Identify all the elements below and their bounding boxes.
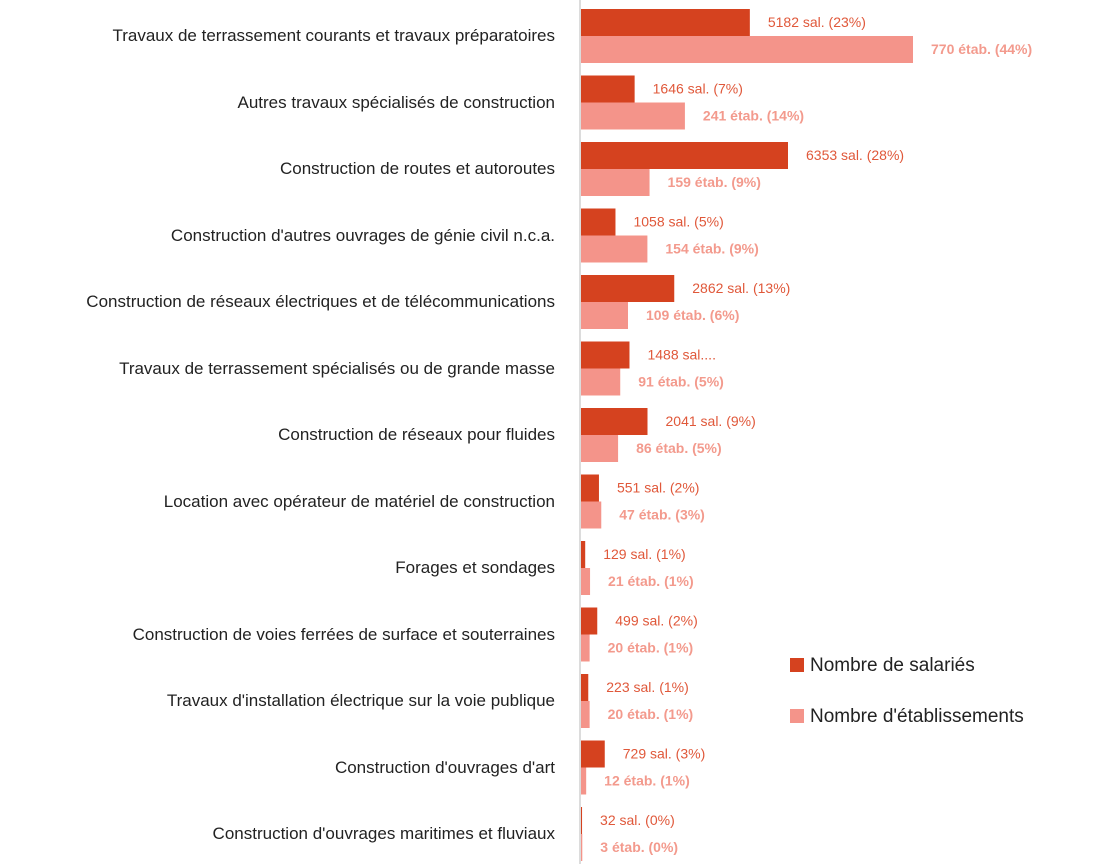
value-label: 499 sal. (2%): [615, 613, 697, 629]
category-label: Travaux de terrassement courants et trav…: [112, 26, 555, 45]
value-label: 91 étab. (5%): [638, 374, 724, 390]
bar: [581, 142, 788, 169]
value-label: 32 sal. (0%): [600, 812, 675, 828]
bar: [581, 541, 586, 568]
bar: [581, 208, 616, 236]
value-label: 12 étab. (1%): [604, 773, 690, 789]
value-label: 1058 sal. (5%): [633, 214, 723, 230]
bar: [581, 275, 675, 302]
category-label: Location avec opérateur de matériel de c…: [163, 491, 555, 511]
legend-swatch: [790, 658, 804, 672]
category-label: Construction d'ouvrages d'art: [334, 757, 555, 777]
value-label: 109 étab. (6%): [646, 307, 739, 323]
value-label: 20 étab. (1%): [608, 640, 694, 656]
value-label: 770 étab. (44%): [931, 41, 1032, 57]
value-label: 6353 sal. (28%): [806, 147, 904, 163]
category-label: Autres travaux spécialisés de constructi…: [237, 92, 556, 112]
value-label: 223 sal. (1%): [606, 679, 688, 695]
bar: [581, 169, 650, 196]
bar: [581, 368, 621, 396]
bar: [581, 36, 913, 63]
legend-swatch: [790, 709, 804, 723]
value-label: 241 étab. (14%): [703, 108, 804, 124]
value-label: 1488 sal....: [647, 347, 716, 363]
bar: [581, 341, 630, 369]
bar: [581, 607, 598, 635]
bar: [581, 740, 605, 768]
bar: [581, 634, 590, 662]
bar: [581, 501, 602, 529]
bar: [581, 408, 648, 435]
value-label: 5182 sal. (23%): [768, 14, 866, 30]
bar: [581, 674, 589, 701]
value-label: 154 étab. (9%): [665, 241, 758, 257]
bar: [581, 235, 648, 263]
bar: [581, 102, 685, 130]
category-label: Travaux d'installation électrique sur la…: [166, 691, 555, 710]
bar: [581, 701, 590, 728]
legend-label: Nombre de salariés: [810, 655, 975, 676]
value-label: 1646 sal. (7%): [653, 81, 743, 97]
bar: [581, 807, 583, 834]
category-label: Travaux de terrassement spécialisés ou d…: [119, 358, 555, 378]
bar: [581, 435, 619, 462]
bar: [581, 474, 599, 502]
value-label: 3 étab. (0%): [600, 839, 678, 855]
category-label: Construction de routes et autoroutes: [280, 159, 555, 178]
category-label: Construction de voies ferrées de surface…: [132, 624, 555, 644]
value-label: 2862 sal. (13%): [692, 280, 790, 296]
value-label: 2041 sal. (9%): [666, 413, 756, 429]
category-label: Construction de réseaux pour fluides: [278, 425, 555, 444]
value-label: 551 sal. (2%): [617, 480, 699, 496]
value-label: 47 étab. (3%): [619, 507, 705, 523]
category-label: Forages et sondages: [395, 558, 555, 577]
value-label: 86 étab. (5%): [636, 440, 722, 456]
value-label: 159 étab. (9%): [668, 174, 761, 190]
bar: [581, 767, 587, 795]
category-label: Construction de réseaux électriques et d…: [86, 292, 555, 311]
value-label: 20 étab. (1%): [608, 706, 694, 722]
value-label: 729 sal. (3%): [623, 746, 705, 762]
value-label: 21 étab. (1%): [608, 573, 694, 589]
value-label: 129 sal. (1%): [603, 546, 685, 562]
bar: [581, 9, 750, 36]
category-label: Construction d'autres ouvrages de génie …: [170, 225, 555, 245]
bar: [581, 568, 591, 595]
category-label: Construction d'ouvrages maritimes et flu…: [212, 824, 555, 843]
legend-label: Nombre d'établissements: [810, 706, 1024, 727]
bar: [581, 302, 628, 329]
bar: [581, 834, 583, 861]
bar: [581, 75, 635, 103]
